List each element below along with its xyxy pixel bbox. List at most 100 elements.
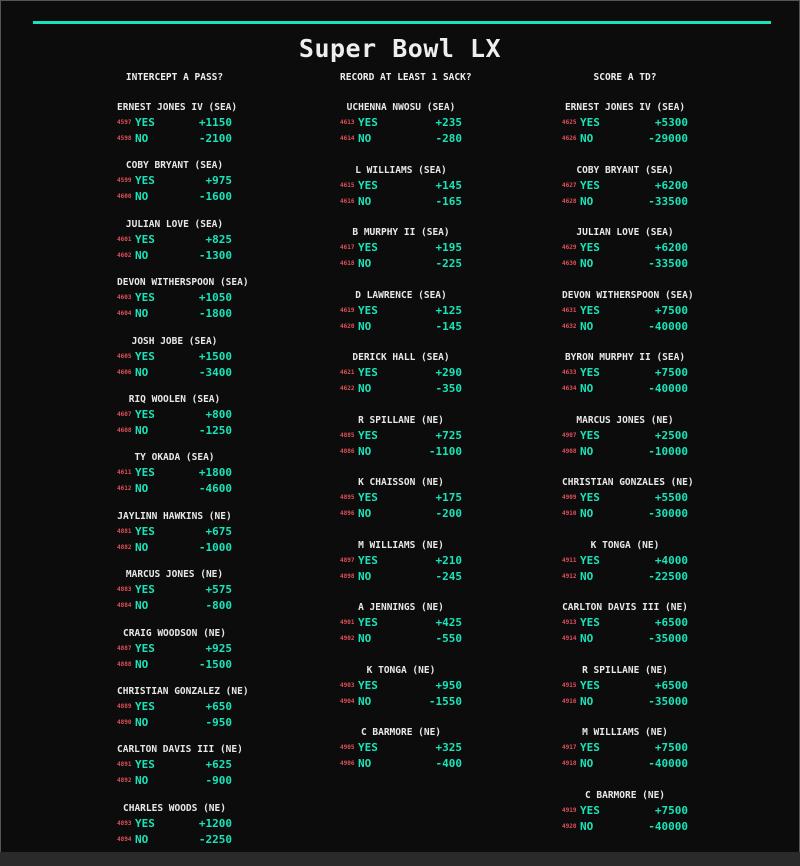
yes-odds[interactable]: +325 [435,741,463,754]
yes-option[interactable]: 4905 YES +325 [340,740,462,756]
yes-odds[interactable]: +425 [435,616,463,629]
yes-odds[interactable]: +800 [205,408,233,421]
yes-option[interactable]: 4615 YES +145 [340,178,462,194]
yes-option[interactable]: 4895 YES +175 [340,490,462,506]
no-option[interactable]: 4630 NO -33500 [562,256,688,272]
no-option[interactable]: 4614 NO -280 [340,131,462,147]
no-odds[interactable]: -1250 [198,424,232,437]
yes-odds[interactable]: +950 [435,678,463,692]
yes-option[interactable]: 4903 YES +950 [340,678,462,694]
yes-odds[interactable]: +4000 [654,553,688,567]
no-option[interactable]: 4620 NO -145 [340,319,462,335]
no-odds[interactable]: -245 [435,569,463,583]
yes-option[interactable]: 4625 YES +5300 [562,115,688,131]
no-odds[interactable]: -35000 [648,632,688,645]
yes-option[interactable]: 4919 YES +7500 [562,803,688,819]
yes-option[interactable]: 4907 YES +2500 [562,428,688,444]
no-odds[interactable]: -165 [435,194,463,208]
yes-odds[interactable]: +5300 [654,116,688,129]
no-odds[interactable]: -40000 [648,382,688,395]
yes-odds[interactable]: +7500 [654,303,688,317]
no-option[interactable]: 4606 NO -3400 [117,365,232,381]
yes-option[interactable]: 4627 YES +6200 [562,178,688,194]
no-option[interactable]: 4902 NO -550 [340,631,462,647]
no-odds[interactable]: -2250 [198,832,232,846]
no-odds[interactable]: -40000 [648,819,688,833]
yes-option[interactable]: 4909 YES +5500 [562,490,688,506]
no-odds[interactable]: -225 [435,257,463,270]
no-odds[interactable]: -10000 [648,444,688,458]
yes-option[interactable]: 4901 YES +425 [340,615,462,631]
yes-odds[interactable]: +125 [435,303,463,317]
no-odds[interactable]: -1300 [198,248,232,262]
no-option[interactable]: 4898 NO -245 [340,569,462,585]
no-odds[interactable]: -350 [435,382,463,395]
yes-option[interactable]: 4915 YES +6500 [562,678,688,694]
yes-option[interactable]: 4913 YES +6500 [562,615,688,631]
yes-odds[interactable]: +195 [435,241,463,254]
yes-option[interactable]: 4897 YES +210 [340,553,462,569]
no-option[interactable]: 4608 NO -1250 [117,423,232,439]
yes-option[interactable]: 4887 YES +925 [117,641,232,657]
yes-option[interactable]: 4911 YES +4000 [562,553,688,569]
no-odds[interactable]: -800 [205,599,233,613]
yes-option[interactable]: 4917 YES +7500 [562,740,688,756]
yes-option[interactable]: 4881 YES +675 [117,524,232,540]
no-option[interactable]: 4632 NO -40000 [562,319,688,335]
yes-option[interactable]: 4883 YES +575 [117,582,232,598]
no-option[interactable]: 4634 NO -40000 [562,381,688,397]
yes-option[interactable]: 4605 YES +1500 [117,349,232,365]
no-option[interactable]: 4892 NO -900 [117,773,232,789]
yes-odds[interactable]: +175 [435,491,463,504]
yes-odds[interactable]: +7500 [654,366,688,379]
yes-odds[interactable]: +725 [435,428,463,442]
no-option[interactable]: 4916 NO -35000 [562,694,688,710]
yes-odds[interactable]: +925 [205,641,233,655]
yes-odds[interactable]: +1150 [198,116,232,129]
yes-option[interactable]: 4633 YES +7500 [562,365,688,381]
no-option[interactable]: 4882 NO -1000 [117,540,232,556]
no-option[interactable]: 4628 NO -33500 [562,194,688,210]
yes-option[interactable]: 4893 YES +1200 [117,816,232,832]
no-option[interactable]: 4910 NO -30000 [562,506,688,522]
no-option[interactable]: 4600 NO -1600 [117,189,232,205]
no-odds[interactable]: -400 [435,757,463,770]
no-odds[interactable]: -1500 [198,657,232,671]
no-option[interactable]: 4906 NO -400 [340,756,462,772]
yes-odds[interactable]: +145 [435,178,463,192]
yes-option[interactable]: 4629 YES +6200 [562,240,688,256]
no-option[interactable]: 4618 NO -225 [340,256,462,272]
yes-odds[interactable]: +6500 [654,678,688,692]
yes-option[interactable]: 4597 YES +1150 [117,115,232,131]
no-odds[interactable]: -33500 [648,194,688,208]
no-odds[interactable]: -35000 [648,694,688,708]
yes-odds[interactable]: +6200 [654,178,688,192]
yes-odds[interactable]: +5500 [654,491,688,504]
no-option[interactable]: 4908 NO -10000 [562,444,688,460]
yes-odds[interactable]: +1500 [198,349,232,363]
no-option[interactable]: 4626 NO -29000 [562,131,688,147]
no-odds[interactable]: -900 [205,774,233,788]
no-odds[interactable]: -33500 [648,257,688,270]
no-odds[interactable]: -145 [435,319,463,333]
yes-odds[interactable]: +1800 [198,466,232,480]
no-odds[interactable]: -550 [435,632,463,645]
no-option[interactable]: 4894 NO -2250 [117,832,232,848]
no-option[interactable]: 4616 NO -165 [340,194,462,210]
no-option[interactable]: 4598 NO -2100 [117,131,232,147]
yes-odds[interactable]: +575 [205,583,233,597]
yes-option[interactable]: 4599 YES +975 [117,173,232,189]
yes-option[interactable]: 4603 YES +1050 [117,290,232,306]
no-option[interactable]: 4914 NO -35000 [562,631,688,647]
no-option[interactable]: 4604 NO -1800 [117,306,232,322]
yes-odds[interactable]: +675 [205,524,233,538]
no-option[interactable]: 4602 NO -1300 [117,248,232,264]
yes-option[interactable]: 4607 YES +800 [117,407,232,423]
yes-odds[interactable]: +290 [435,366,463,379]
no-odds[interactable]: -950 [205,716,233,729]
yes-odds[interactable]: +650 [205,700,233,713]
yes-option[interactable]: 4889 YES +650 [117,699,232,715]
yes-odds[interactable]: +210 [435,553,463,567]
no-option[interactable]: 4888 NO -1500 [117,657,232,673]
yes-option[interactable]: 4621 YES +290 [340,365,462,381]
